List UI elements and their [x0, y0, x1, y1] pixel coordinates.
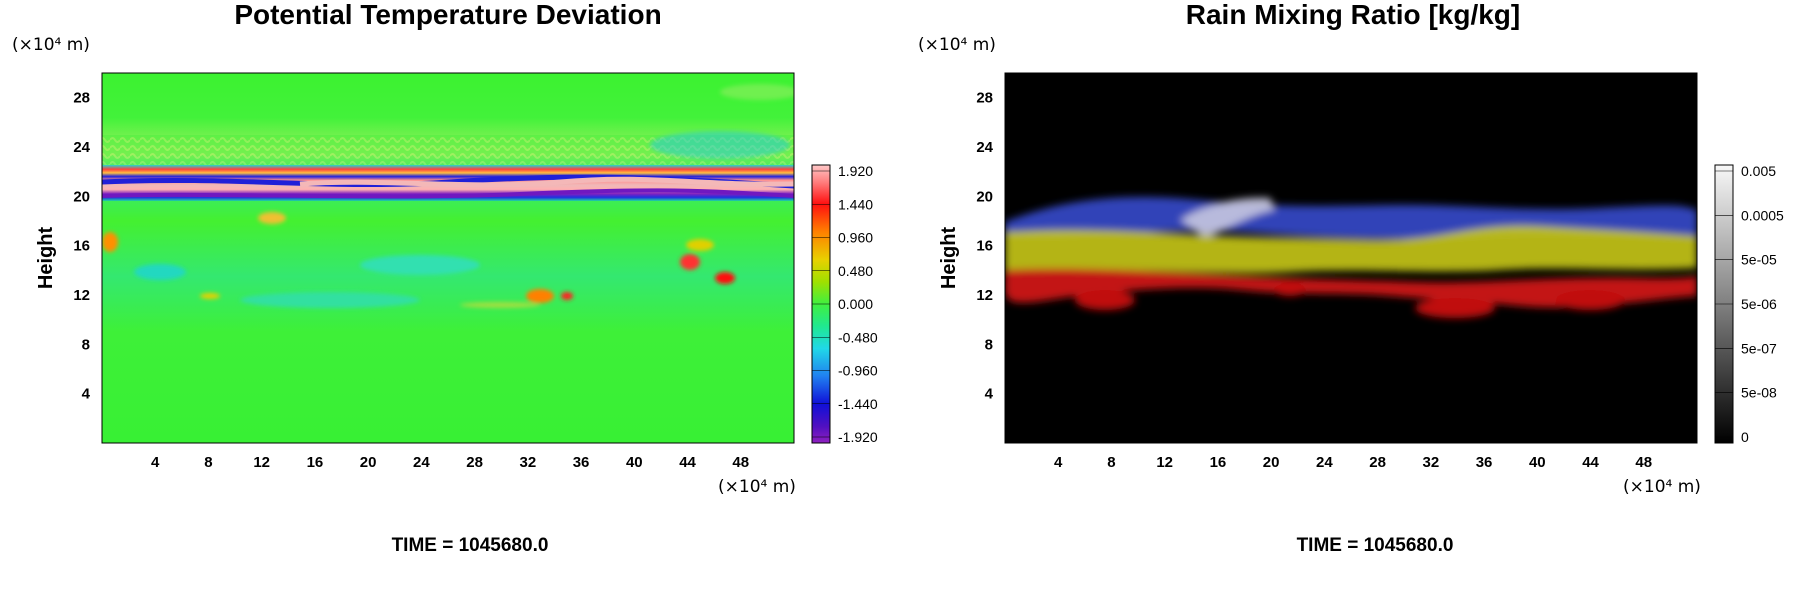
- left-y-tick-label: 12: [73, 287, 90, 304]
- left-y-axis-label: Height: [35, 227, 57, 290]
- right-y-tick-label: 28: [976, 90, 993, 107]
- left-colorbar-tick-label: 1.440: [838, 196, 873, 212]
- right-x-tick-label: 44: [1582, 454, 1599, 471]
- left-colorbar-tick-label: -1.920: [838, 429, 878, 445]
- right-x-tick-label: 8: [1107, 454, 1115, 471]
- left-colorbar-tick-label: -0.480: [838, 329, 878, 345]
- left-colorbar-tick-label: 0.960: [838, 230, 873, 246]
- right-colorbar-tick-label: 5e-06: [1741, 296, 1777, 312]
- left-x-tick-label: 44: [679, 454, 696, 471]
- left-x-tick-label: 8: [204, 454, 212, 471]
- left-y-tick-label: 28: [73, 90, 90, 107]
- left-y-tick-label: 24: [73, 139, 90, 156]
- right-colorbar-tick-label: 5e-05: [1741, 252, 1777, 268]
- right-x-unit: (×10⁴ m): [1623, 477, 1701, 497]
- left-colorbar-tick-label: 1.920: [838, 163, 873, 179]
- left-x-tick-label: 20: [360, 454, 377, 471]
- left-colorbar-tick-label: -0.960: [838, 363, 878, 379]
- left-x-unit: (×10⁴ m): [718, 477, 796, 497]
- left-y-tick-label: 8: [82, 336, 90, 353]
- left-x-tick-label: 4: [151, 454, 160, 471]
- right-x-tick-label: 40: [1529, 454, 1546, 471]
- right-y-tick-labels: 4 8 12 16 20 24 28: [976, 90, 993, 403]
- right-y-tick-label: 8: [985, 336, 993, 353]
- right-y-tick-label: 16: [976, 238, 993, 255]
- left-x-tick-label: 32: [520, 454, 537, 471]
- right-colorbar-tick-label: 0.005: [1741, 163, 1776, 179]
- right-x-tick-labels: 4 8 12 16 20 24 28 32 36 40 44 48: [1054, 454, 1652, 471]
- left-x-tick-labels: 4 8 12 16 20 24 28 32 36 40 44 48: [151, 454, 749, 471]
- left-colorbar-tick-label: -1.440: [838, 396, 878, 412]
- left-y-tick-label: 16: [73, 238, 90, 255]
- left-x-tick-label: 16: [307, 454, 324, 471]
- right-time-label: TIME = 1045680.0: [1297, 535, 1454, 556]
- right-y-tick-label: 4: [985, 386, 994, 403]
- right-x-tick-label: 20: [1263, 454, 1280, 471]
- right-y-tick-label: 12: [976, 287, 993, 304]
- left-plot-area: [102, 73, 794, 443]
- rain-red-band: [1005, 268, 1697, 308]
- left-plot-frame: [101, 72, 795, 444]
- right-x-tick-label: 12: [1156, 454, 1173, 471]
- right-colorbar-tick-label: 5e-07: [1741, 340, 1777, 356]
- right-x-tick-label: 4: [1054, 454, 1063, 471]
- left-x-tick-label: 40: [626, 454, 643, 471]
- left-y-tick-label: 4: [82, 386, 91, 403]
- rain-yellow-band: [1005, 225, 1697, 273]
- left-y-tick-labels: 4 8 12 16 20 24 28: [73, 90, 90, 403]
- rain-pale-plume: [1180, 197, 1275, 238]
- right-colorbar-ticks: 0.005 0.0005 5e-05 5e-06 5e-07 5e-08 0: [1715, 163, 1784, 445]
- right-x-tick-label: 48: [1635, 454, 1652, 471]
- left-layer-purple-streak: [102, 188, 794, 199]
- right-colorbar-tick-label: 5e-08: [1741, 385, 1777, 401]
- left-y-tick-label: 20: [73, 188, 90, 205]
- left-colorbar-tick-label: 0.480: [838, 263, 873, 279]
- left-time-label: TIME = 1045680.0: [392, 535, 549, 556]
- left-chart-title: Potential Temperature Deviation: [234, 0, 661, 30]
- right-y-unit: (×10⁴ m): [918, 35, 996, 55]
- right-colorbar-tick-label: 0: [1741, 429, 1749, 445]
- right-x-tick-label: 28: [1369, 454, 1386, 471]
- left-x-tick-label: 48: [732, 454, 749, 471]
- left-colorbar-tick-label: 0.000: [838, 296, 873, 312]
- right-plot-frame: [1004, 72, 1698, 444]
- right-x-tick-label: 24: [1316, 454, 1333, 471]
- right-rain-field: [1005, 196, 1697, 318]
- left-layer-pink-core: [299, 176, 794, 188]
- left-y-unit: (×10⁴ m): [12, 35, 90, 55]
- left-x-tick-label: 12: [253, 454, 270, 471]
- left-x-tick-label: 28: [466, 454, 483, 471]
- right-x-tick-label: 36: [1476, 454, 1493, 471]
- left-x-tick-label: 36: [573, 454, 590, 471]
- right-y-axis-label: Height: [938, 227, 960, 290]
- right-y-tick-label: 20: [976, 188, 993, 205]
- left-x-tick-label: 24: [413, 454, 430, 471]
- left-wave-patch: [650, 131, 790, 159]
- left-anomaly-patches: [102, 84, 794, 308]
- right-plot-area: [1005, 73, 1697, 443]
- right-x-tick-label: 32: [1423, 454, 1440, 471]
- right-colorbar-tick-label: 0.0005: [1741, 207, 1784, 223]
- right-x-tick-label: 16: [1210, 454, 1227, 471]
- right-y-tick-label: 24: [976, 139, 993, 156]
- right-chart-title: Rain Mixing Ratio [kg/kg]: [1186, 0, 1520, 30]
- left-colorbar-ticks: 1.920 1.440 0.960 0.480 0.000 -0.480 -0.960 -1.…: [812, 163, 878, 445]
